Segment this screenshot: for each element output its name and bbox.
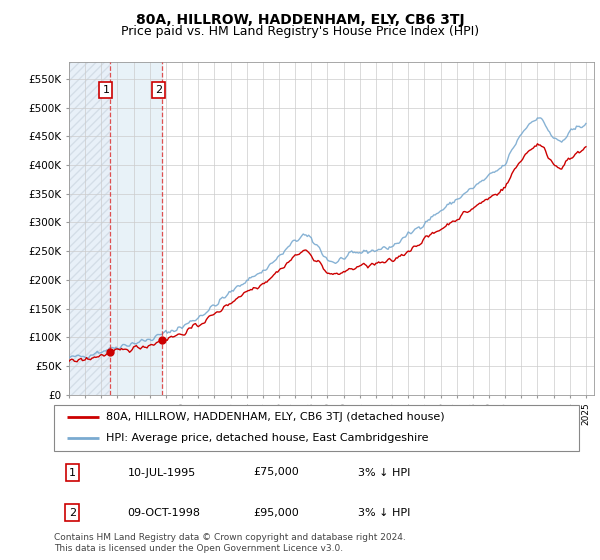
Text: 09-OCT-1998: 09-OCT-1998 [128, 507, 200, 517]
Text: 1: 1 [69, 468, 76, 478]
Text: HPI: Average price, detached house, East Cambridgeshire: HPI: Average price, detached house, East… [107, 433, 429, 444]
Text: 3% ↓ HPI: 3% ↓ HPI [359, 507, 411, 517]
FancyBboxPatch shape [54, 405, 579, 451]
Bar [69, 62, 110, 395]
Text: £75,000: £75,000 [254, 468, 299, 478]
Bar [69, 62, 110, 395]
Text: Contains HM Land Registry data © Crown copyright and database right 2024.
This d: Contains HM Land Registry data © Crown c… [54, 533, 406, 553]
Text: 1: 1 [103, 85, 109, 95]
Text: 80A, HILLROW, HADDENHAM, ELY, CB6 3TJ: 80A, HILLROW, HADDENHAM, ELY, CB6 3TJ [136, 13, 464, 27]
Text: 2: 2 [69, 507, 76, 517]
Text: £95,000: £95,000 [254, 507, 299, 517]
Bar [110, 62, 163, 395]
Text: 80A, HILLROW, HADDENHAM, ELY, CB6 3TJ (detached house): 80A, HILLROW, HADDENHAM, ELY, CB6 3TJ (d… [107, 412, 445, 422]
Text: 3% ↓ HPI: 3% ↓ HPI [359, 468, 411, 478]
Text: 2: 2 [155, 85, 162, 95]
Text: 10-JUL-1995: 10-JUL-1995 [128, 468, 196, 478]
Text: Price paid vs. HM Land Registry's House Price Index (HPI): Price paid vs. HM Land Registry's House … [121, 25, 479, 38]
